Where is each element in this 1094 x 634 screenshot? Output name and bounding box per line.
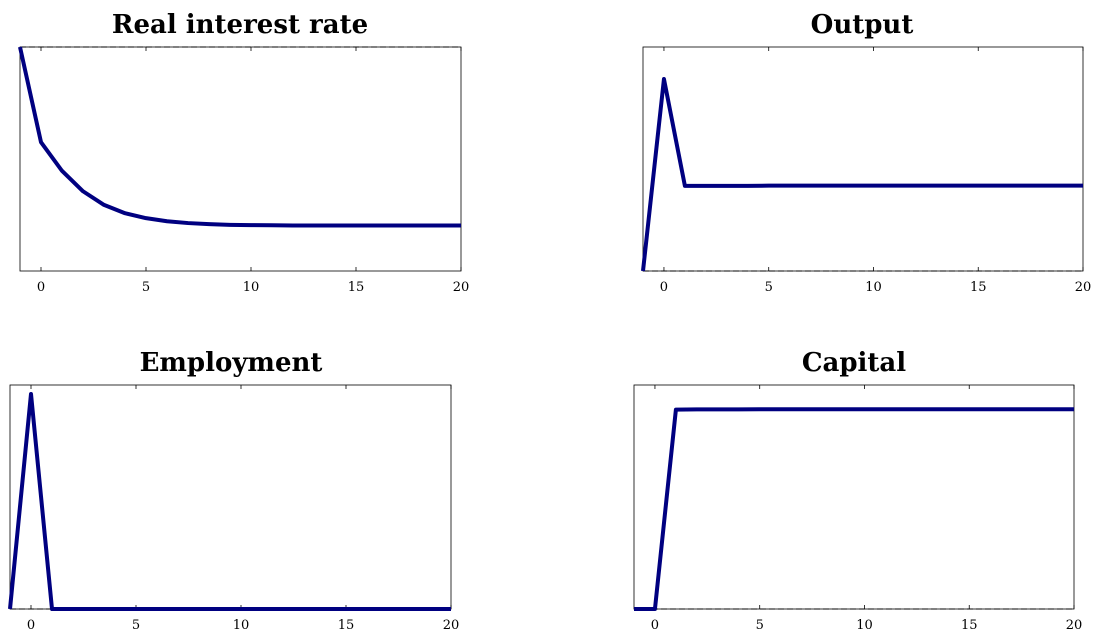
panel-title: Employment: [140, 348, 323, 378]
x-tick-label: 10: [865, 280, 882, 295]
panel-title: Capital: [802, 348, 906, 378]
x-tick-label: 5: [756, 618, 764, 633]
x-tick-label: 15: [348, 280, 365, 295]
plot-layer: 0 5 10 15 20: [641, 47, 1092, 295]
x-tick-label: 20: [443, 618, 460, 633]
axes-box: [9, 384, 452, 610]
x-tick-label: 0: [37, 280, 45, 295]
x-tick-label: 5: [765, 280, 773, 295]
panel-title: Output: [811, 10, 914, 40]
x-tick-label: 5: [132, 618, 140, 633]
panel-real-interest-rate: Real interest rate 0 5 10 15 20: [18, 10, 470, 295]
x-tick-label: 20: [1075, 280, 1092, 295]
x-tick-label: 0: [660, 280, 668, 295]
series-line: [18, 46, 461, 228]
series-line: [641, 77, 1083, 272]
panel-output: Output 0 5 10 15 20: [641, 10, 1092, 295]
plot-layer: 0 5 10 15 20: [8, 385, 460, 633]
axes-box: [642, 46, 1084, 272]
x-tick-label: 10: [856, 618, 873, 633]
panel-title: Real interest rate: [112, 10, 368, 40]
series-line: [634, 407, 1074, 611]
x-tick-label: 20: [453, 280, 470, 295]
panel-employment: Employment 0 5 10 15 20: [8, 348, 460, 633]
x-tick-label: 5: [142, 280, 150, 295]
x-tick-label: 15: [970, 280, 987, 295]
x-tick-label: 10: [233, 618, 250, 633]
series-line: [8, 391, 451, 611]
x-tick-label: 0: [651, 618, 659, 633]
x-tick-label: 0: [27, 618, 35, 633]
x-tick-label: 15: [961, 618, 978, 633]
x-tick-label: 20: [1066, 618, 1083, 633]
panel-capital: Capital 0 5 10 15 20: [633, 348, 1082, 633]
plot-layer: 0 5 10 15 20: [18, 46, 470, 295]
x-tick-label: 10: [243, 280, 260, 295]
plot-layer: 0 5 10 15 20: [634, 385, 1082, 633]
axes-box: [633, 384, 1075, 610]
axes-box: [19, 46, 462, 272]
x-tick-label: 15: [338, 618, 355, 633]
